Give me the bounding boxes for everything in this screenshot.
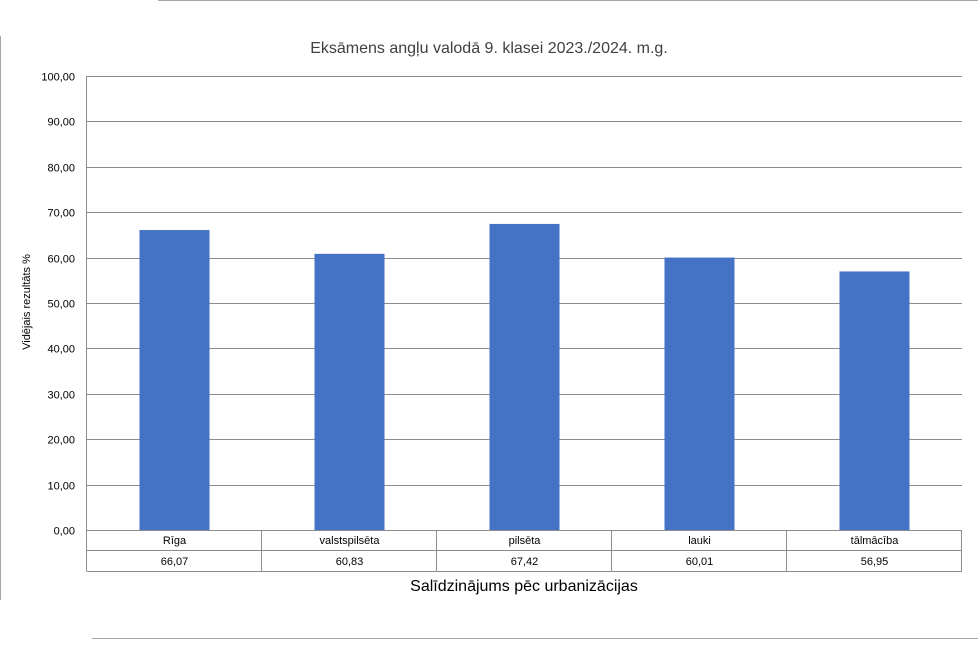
y-tick-label: 60,00 (47, 254, 75, 266)
value-label: 60,01 (686, 556, 714, 568)
bar (314, 253, 385, 531)
bar (664, 257, 735, 530)
y-tick-label: 0,00 (54, 526, 75, 538)
category-label: Rīga (163, 535, 187, 547)
y-tick-label: 10,00 (47, 481, 75, 493)
y-tick-label: 30,00 (47, 390, 75, 402)
chart-title: Eksāmens angļu valodā 9. klasei 2023./20… (310, 40, 668, 57)
y-tick-label: 80,00 (47, 163, 75, 175)
y-tick-label: 90,00 (47, 117, 75, 129)
y-tick-label: 50,00 (47, 299, 75, 311)
y-tick-label: 20,00 (47, 435, 75, 447)
category-label: valstspilsēta (320, 535, 381, 547)
x-axis-label: Salīdzinājums pēc urbanizācijas (410, 578, 638, 595)
y-axis-label: Vidējais rezultāts % (21, 254, 33, 350)
category-label: tālmācība (851, 535, 900, 547)
bar (839, 271, 910, 530)
category-label: lauki (688, 535, 711, 547)
bars (139, 223, 910, 531)
value-label: 60,83 (336, 556, 364, 568)
value-label: 56,95 (861, 556, 889, 568)
bar (489, 223, 560, 530)
value-label: 66,07 (161, 556, 189, 568)
value-label: 67,42 (511, 556, 539, 568)
y-tick-label: 70,00 (47, 208, 75, 220)
y-tick-label: 100,00 (41, 72, 75, 84)
data-table: Rīga 66,07 valstspilsēta 60,83 pilsēta 67,42 l… (86, 530, 962, 572)
bar (139, 230, 210, 530)
y-tick-label: 40,00 (47, 344, 75, 356)
category-label: pilsēta (509, 535, 542, 547)
y-axis-ticks: 0,00 10,00 20,00 30,00 40,00 50,00 60,00 70,00 8… (41, 72, 75, 538)
